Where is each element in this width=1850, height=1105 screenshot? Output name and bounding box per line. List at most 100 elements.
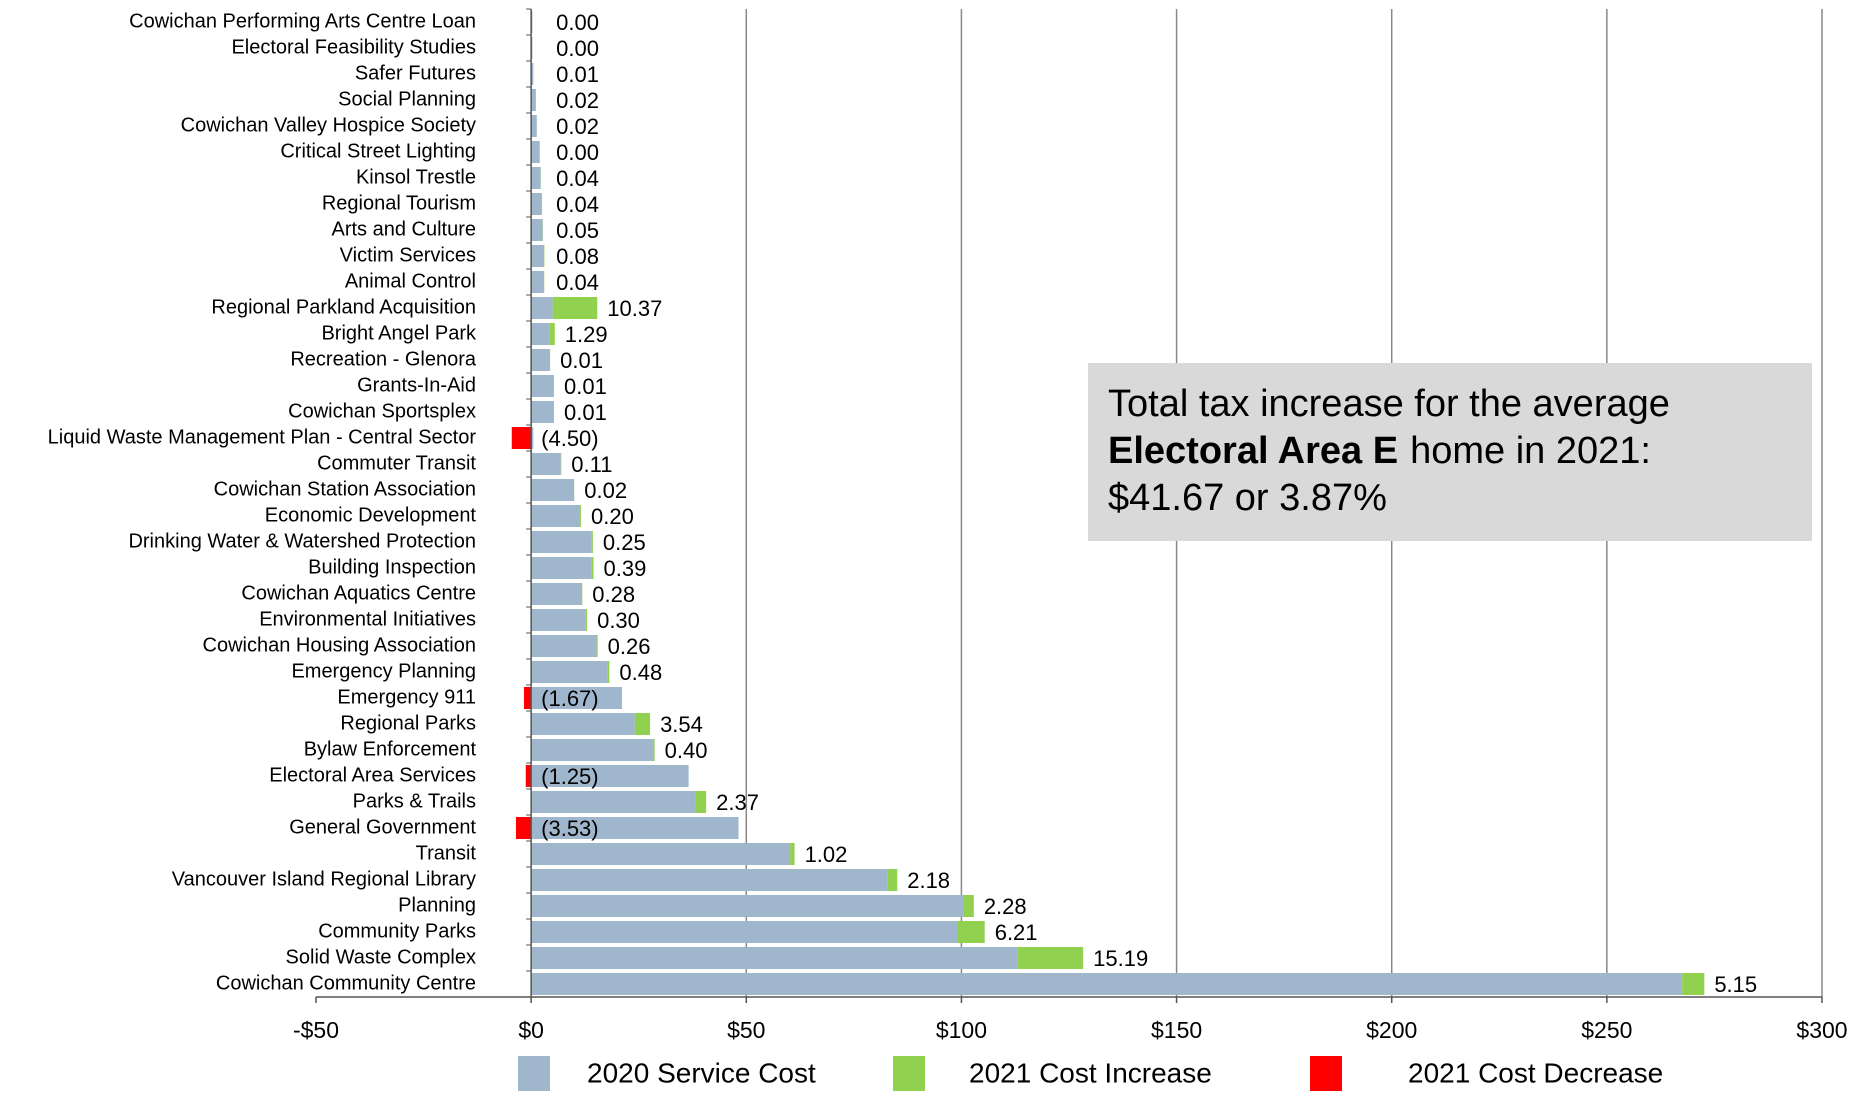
data-label: 0.04	[556, 270, 599, 295]
data-label: 0.08	[556, 244, 599, 269]
data-label: 0.05	[556, 218, 599, 243]
data-label: 0.01	[564, 374, 607, 399]
bar-segment	[531, 297, 553, 319]
annotation-bold: Electoral Area E	[1108, 430, 1398, 472]
category-label: Grants-In-Aid	[357, 374, 476, 396]
category-label: Commuter Transit	[317, 452, 476, 474]
bar-segment	[531, 193, 542, 215]
bar-segment	[523, 687, 532, 709]
bar-segment	[607, 661, 610, 683]
x-tick-label: $300	[1796, 1017, 1847, 1043]
bar-segment	[1682, 973, 1705, 995]
annotation-text: home in 2021:	[1410, 430, 1651, 472]
bar-segment	[531, 63, 534, 85]
bar-segment	[531, 843, 791, 865]
category-label: Cowichan Station Association	[214, 478, 476, 500]
category-label: Kinsol Trestle	[356, 166, 476, 188]
legend-label: 2020 Service Cost	[587, 1057, 816, 1088]
bar-segment	[591, 557, 594, 579]
data-label: 1.29	[565, 322, 608, 347]
category-label: Emergency 911	[337, 686, 476, 708]
data-label: 0.39	[603, 556, 646, 581]
data-label: 1.02	[805, 842, 848, 867]
category-label: Cowichan Community Centre	[216, 972, 476, 994]
bar-segment	[957, 921, 985, 943]
x-tick-label: -$50	[293, 1017, 339, 1043]
bar-segment	[531, 89, 536, 111]
category-label: Safer Futures	[355, 62, 476, 84]
bar-segment	[531, 219, 543, 241]
category-label: Electoral Feasibility Studies	[231, 36, 476, 58]
data-label: 0.00	[556, 36, 599, 61]
legend-swatch	[893, 1056, 925, 1091]
legend-label: 2021 Cost Increase	[969, 1057, 1212, 1088]
category-label: Vancouver Island Regional Library	[172, 868, 476, 890]
bar-segment	[1017, 947, 1084, 969]
data-label: 0.01	[564, 400, 607, 425]
annotation-line: $41.67 or 3.87%	[1108, 477, 1387, 519]
data-label: 0.28	[592, 582, 635, 607]
data-label: 0.00	[556, 10, 599, 35]
data-label: 3.54	[660, 712, 703, 737]
category-label: Cowichan Performing Arts Centre Loan	[129, 10, 476, 32]
data-label: (3.53)	[541, 816, 598, 841]
category-label: Arts and Culture	[331, 218, 476, 240]
data-label: (4.50)	[541, 426, 598, 451]
bar-segment	[531, 167, 541, 189]
annotation-line: Total tax increase for the average	[1108, 383, 1670, 425]
bar-segment	[531, 505, 581, 527]
data-label: 0.26	[608, 634, 651, 659]
category-label: Parks & Trails	[353, 790, 476, 812]
bar-segment	[652, 739, 655, 761]
category-label: Planning	[398, 894, 476, 916]
data-label: 5.15	[1714, 972, 1757, 997]
bar-segment	[531, 791, 696, 813]
data-label: 0.00	[556, 140, 599, 165]
bar-segment	[887, 869, 898, 891]
bar-segment	[511, 427, 532, 449]
data-label: 0.02	[556, 88, 599, 113]
bar-segment	[585, 609, 588, 631]
x-tick-label: $250	[1581, 1017, 1632, 1043]
data-label: 0.25	[603, 530, 646, 555]
bar-segment	[695, 791, 707, 813]
bar-segment	[531, 973, 1683, 995]
data-label: 0.11	[571, 452, 612, 477]
bar-segment	[525, 765, 532, 787]
category-label: Regional Tourism	[322, 192, 476, 214]
bar-segment	[531, 609, 586, 631]
bar-segment	[531, 583, 582, 605]
data-label: 2.37	[716, 790, 759, 815]
bar-segment	[531, 115, 537, 137]
data-label: (1.25)	[541, 764, 598, 789]
data-label: 10.37	[607, 296, 662, 321]
bar-segment	[531, 349, 551, 371]
x-tick-label: $100	[936, 1017, 987, 1043]
data-label: (1.67)	[541, 686, 598, 711]
annotation-line: Electoral Area E home in 2021:	[1108, 430, 1651, 472]
legend-label: 2021 Cost Decrease	[1408, 1057, 1663, 1088]
bar-segment	[581, 583, 583, 605]
x-tick-label: $50	[727, 1017, 765, 1043]
category-label: Community Parks	[318, 920, 476, 942]
category-label: Economic Development	[265, 504, 477, 526]
bar-segment	[515, 817, 532, 839]
bar-segment	[531, 427, 534, 449]
bar-segment	[531, 557, 592, 579]
data-label: 2.28	[984, 894, 1027, 919]
category-label: Victim Services	[340, 244, 476, 266]
bar-segment	[531, 635, 597, 657]
bar-segment	[591, 531, 593, 553]
category-label: Electoral Area Services	[269, 764, 476, 786]
category-label: Recreation - Glenora	[290, 348, 477, 370]
data-label: 0.30	[597, 608, 640, 633]
bar-segment	[531, 687, 622, 709]
bar-segment	[964, 895, 974, 917]
category-label: Environmental Initiatives	[259, 608, 476, 630]
category-label: Transit	[416, 842, 477, 864]
bar-segment	[531, 323, 550, 345]
bar-segment	[531, 453, 561, 475]
bar-segment	[531, 479, 575, 501]
data-label: 6.21	[995, 920, 1038, 945]
